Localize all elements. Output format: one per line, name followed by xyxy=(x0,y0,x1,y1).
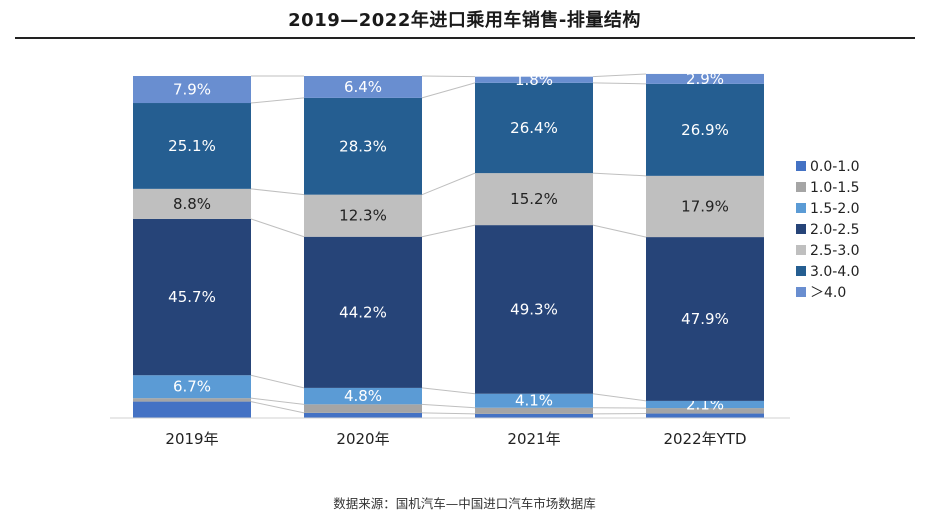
category-labels: 2019年 2020年 2021年 2022年YTD xyxy=(165,430,746,448)
data-label: 47.9% xyxy=(681,310,729,328)
bar-segment xyxy=(475,407,593,414)
bar-segment xyxy=(133,218,251,376)
connector-line xyxy=(250,188,305,196)
connector-line xyxy=(421,403,476,409)
connector-line xyxy=(592,172,647,177)
data-label: 6.4% xyxy=(344,78,382,96)
connector-line xyxy=(421,172,476,196)
data-label: 2.9% xyxy=(686,70,724,88)
data-label: 25.1% xyxy=(168,137,216,155)
bar-segment xyxy=(304,236,422,388)
data-label: 26.4% xyxy=(510,119,558,137)
connector-line xyxy=(250,397,305,405)
data-label: 26.9% xyxy=(681,121,729,139)
category-label: 2021年 xyxy=(507,430,560,448)
legend-label: 2.0-2.5 xyxy=(810,222,860,238)
legend-label: ＞4.0 xyxy=(810,285,846,301)
connector-line xyxy=(250,218,305,238)
data-label: 45.7% xyxy=(168,288,216,306)
connector-line xyxy=(250,374,305,389)
connector-line xyxy=(592,82,647,85)
data-label: 4.8% xyxy=(344,387,382,405)
bar-segment xyxy=(475,413,593,418)
bar-segment xyxy=(646,408,764,414)
connector-line xyxy=(421,82,476,99)
bar-segment xyxy=(646,237,764,401)
connector-line xyxy=(592,73,647,78)
legend-swatch xyxy=(796,266,806,276)
legend-swatch xyxy=(796,245,806,255)
legend-swatch xyxy=(796,224,806,234)
connector-line xyxy=(250,97,305,104)
bar-segment xyxy=(304,412,422,418)
data-label: 4.1% xyxy=(515,392,553,410)
data-label: 44.2% xyxy=(339,303,387,321)
bar-segment xyxy=(475,173,593,226)
bar-segment xyxy=(133,76,251,104)
category-label: 2022年YTD xyxy=(663,430,746,448)
legend-swatch xyxy=(796,287,806,297)
connector-line xyxy=(592,224,647,238)
bar-segment xyxy=(646,400,764,409)
legend-label: 1.0-1.5 xyxy=(810,180,860,196)
bar-segment xyxy=(133,103,251,189)
bar-segment xyxy=(304,387,422,405)
bar-segment xyxy=(646,175,764,238)
bar-segment xyxy=(646,83,764,176)
data-label: 17.9% xyxy=(681,197,729,215)
connector-line xyxy=(421,75,476,78)
legend: 0.0-1.0 1.0-1.5 1.5-2.0 2.0-2.5 2.5-3.0 3.0-4… xyxy=(796,159,860,301)
bar-segment xyxy=(304,194,422,237)
data-label: 15.2% xyxy=(510,190,558,208)
bar-segment xyxy=(475,225,593,394)
title-divider xyxy=(15,37,915,39)
bar-segment xyxy=(646,413,764,418)
data-label: 12.3% xyxy=(339,207,387,225)
data-label: 6.7% xyxy=(173,378,211,396)
data-label: 7.9% xyxy=(173,81,211,99)
legend-swatch xyxy=(796,182,806,192)
bar-segment xyxy=(133,188,251,219)
data-label: 49.3% xyxy=(510,300,558,318)
bar-segment xyxy=(133,401,251,418)
data-label: 8.8% xyxy=(173,195,211,213)
bar-segment xyxy=(475,393,593,408)
bar-segment xyxy=(133,398,251,402)
legend-label: 0.0-1.0 xyxy=(810,159,860,175)
bar-segment xyxy=(304,404,422,413)
data-source-note: 数据来源：国机汽车—中国进口汽车市场数据库 xyxy=(333,496,596,511)
bar-segment xyxy=(475,82,593,174)
data-label: 1.8% xyxy=(515,71,553,89)
legend-label: 3.0-4.0 xyxy=(810,264,860,280)
bars-group: 6.7% 45.7% 8.8% 25.1% 7.9% 4.8% 44.2% 12.3% 28.3… xyxy=(133,70,764,418)
legend-label: 2.5-3.0 xyxy=(810,243,860,259)
connector-line xyxy=(421,224,476,238)
legend-swatch xyxy=(796,203,806,213)
data-label: 28.3% xyxy=(339,137,387,155)
connector-line xyxy=(421,412,476,415)
connector-line xyxy=(592,393,647,402)
stacked-bar-chart: 6.7% 45.7% 8.8% 25.1% 7.9% 4.8% 44.2% 12.3% 28.3… xyxy=(110,70,860,448)
bar-segment xyxy=(133,375,251,399)
bar-segment xyxy=(304,97,422,195)
bar-segment xyxy=(475,76,593,83)
legend-swatch xyxy=(796,161,806,171)
bar-segment xyxy=(304,76,422,98)
connector-lines xyxy=(250,73,647,415)
chart-title: 2019—2022年进口乘用车销售-排量结构 xyxy=(288,10,641,31)
legend-label: 1.5-2.0 xyxy=(810,201,860,217)
bar-segment xyxy=(646,73,764,84)
connector-line xyxy=(250,401,305,414)
connector-line xyxy=(421,387,476,395)
category-label: 2019年 xyxy=(165,430,218,448)
category-label: 2020年 xyxy=(336,430,389,448)
